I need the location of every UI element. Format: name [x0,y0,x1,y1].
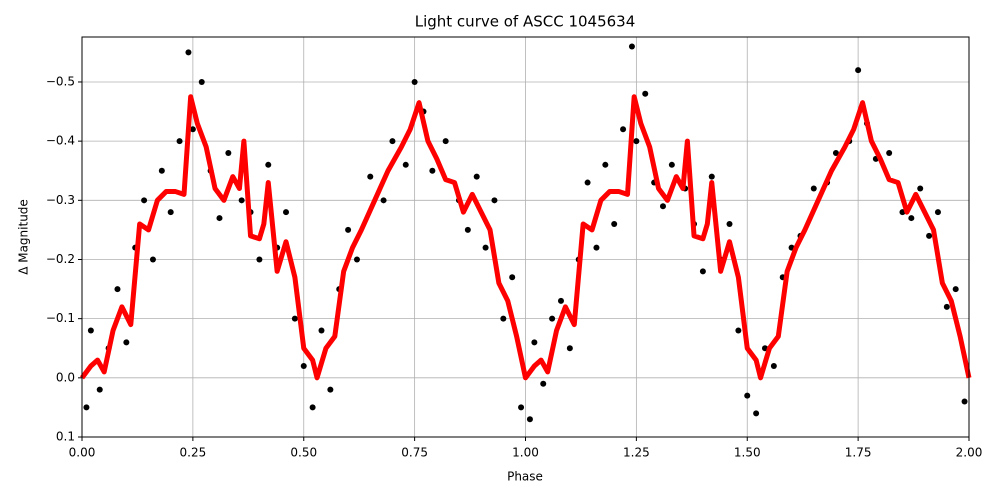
data-point [926,232,933,239]
x-tick-label: 1.25 [623,446,650,460]
y-tick-label: −0.4 [46,134,75,148]
data-point [659,203,666,210]
data-point [149,256,156,263]
data-point [726,220,733,227]
data-point [309,404,316,411]
data-point [345,226,352,233]
y-tick-label: −0.2 [46,252,75,266]
x-axis-label: Phase [507,470,543,484]
data-point [500,315,507,322]
data-point [566,345,573,352]
data-point [123,339,130,346]
data-point [411,78,418,85]
data-point [380,197,387,204]
data-point [402,161,409,168]
x-tick-label: 2.00 [956,446,983,460]
x-tick-label: 1.50 [734,446,761,460]
data-point [429,167,436,174]
data-point [526,416,533,423]
data-point [185,49,192,56]
data-point [491,197,498,204]
data-point [442,138,449,145]
data-point [291,315,298,322]
data-point [753,410,760,417]
chart-title: Light curve of ASCC 1045634 [415,13,636,31]
x-tick-label: 0.75 [401,446,428,460]
data-point [198,78,205,85]
data-point [353,256,360,263]
data-point [141,197,148,204]
data-point [886,149,893,156]
data-point [549,315,556,322]
data-point [770,362,777,369]
data-point [628,43,635,50]
data-point [189,126,196,133]
data-point [593,244,600,251]
x-tick-label: 0.50 [290,446,317,460]
data-point [216,215,223,222]
data-point [300,362,307,369]
data-point [961,398,968,405]
data-point [735,327,742,334]
plot-frame [81,36,970,438]
data-point [708,173,715,180]
data-point [908,215,915,222]
data-point [238,197,245,204]
data-point [367,173,374,180]
data-point [464,226,471,233]
data-point [176,138,183,145]
data-point [855,67,862,74]
data-point [602,161,609,168]
data-point [620,126,627,133]
data-point [114,286,121,293]
data-point [584,179,591,186]
data-point [531,339,538,346]
data-point [158,167,165,174]
data-point [633,138,640,145]
data-point [540,380,547,387]
data-point [318,327,325,334]
data-point [473,173,480,180]
data-point [509,274,516,281]
data-point [167,209,174,216]
data-point [832,149,839,156]
data-point [265,161,272,168]
y-tick-label: −0.3 [46,193,75,207]
data-point [87,327,94,334]
data-point [917,185,924,192]
data-point [943,303,950,310]
data-point [810,185,817,192]
y-axis-label: Δ Magnitude [17,199,31,275]
y-tick-label: −0.5 [46,74,75,88]
data-point [952,286,959,293]
x-tick-label: 1.00 [512,446,539,460]
data-point [96,386,103,393]
data-point [256,256,263,263]
data-point [611,220,618,227]
data-point [557,297,564,304]
data-point [83,404,90,411]
data-point [225,149,232,156]
data-point [518,404,525,411]
curve [79,94,972,381]
data-point [327,386,334,393]
data-point [699,268,706,275]
x-tick-label: 1.75 [845,446,872,460]
y-tick-label: −0.1 [46,311,75,325]
data-point [744,392,751,399]
x-tick-label: 0.00 [69,446,96,460]
data-point [668,161,675,168]
data-point [934,209,941,216]
data-point [283,209,290,216]
y-tick-label: 0.1 [56,430,75,444]
x-tick-label: 0.25 [180,446,207,460]
data-point [482,244,489,251]
data-point [389,138,396,145]
y-tick-label: 0.0 [56,370,75,384]
data-point [642,90,649,97]
